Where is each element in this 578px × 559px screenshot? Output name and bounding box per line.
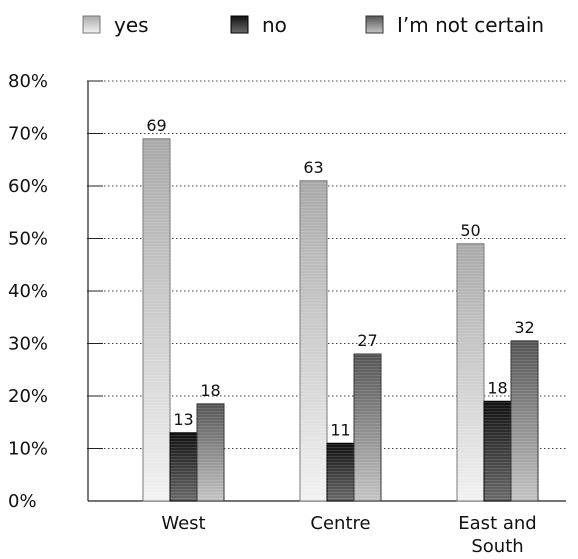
legend: yes no I’m not certain [82, 13, 544, 37]
legend-label-0: yes [114, 13, 149, 37]
bar-texture [354, 354, 381, 501]
gridlines [104, 80, 566, 449]
x-category-label: Centre [310, 513, 370, 534]
y-tick-label: 20% [8, 386, 48, 407]
y-tick-label: 30% [8, 334, 48, 355]
data-label: 69 [146, 116, 166, 135]
legend-label-2: I’m not certain [397, 13, 544, 37]
data-label: 63 [303, 158, 323, 177]
legend-label-1: no [262, 13, 287, 37]
y-tick-label: 10% [8, 439, 48, 460]
data-label: 18 [487, 378, 507, 397]
data-label: 11 [330, 420, 350, 439]
y-tick-label: 80% [8, 71, 48, 92]
axes: 0% 10% 20% 30% 40% 50% 60% 70% 80% West Centre East… [8, 71, 566, 557]
y-tick-label: 50% [8, 229, 48, 250]
x-category-label: West [161, 513, 205, 534]
bar-texture [300, 180, 327, 501]
bar-texture [511, 340, 538, 501]
data-label: 50 [460, 221, 480, 240]
bars [142, 138, 539, 502]
bar-texture [170, 432, 197, 501]
data-label: 13 [173, 410, 193, 429]
bar-texture [327, 443, 354, 501]
y-tick-label: 40% [8, 281, 48, 302]
legend-swatch-2 [365, 15, 384, 34]
data-label: 32 [514, 318, 534, 337]
bar-texture [197, 403, 224, 501]
legend-swatch-0 [82, 15, 101, 34]
data-label: 18 [200, 381, 220, 400]
bar-texture [457, 243, 484, 501]
y-tick-label: 70% [8, 124, 48, 145]
y-tick-label: 60% [8, 176, 48, 197]
data-label: 27 [357, 331, 377, 350]
bar-texture [143, 138, 170, 501]
bar-texture [484, 401, 511, 501]
y-tick-label: 0% [8, 491, 37, 512]
legend-swatch-1 [230, 15, 249, 34]
x-category-label: East and South [458, 513, 536, 557]
data-labels: 69 63 50 13 11 18 18 27 32 [146, 116, 534, 440]
